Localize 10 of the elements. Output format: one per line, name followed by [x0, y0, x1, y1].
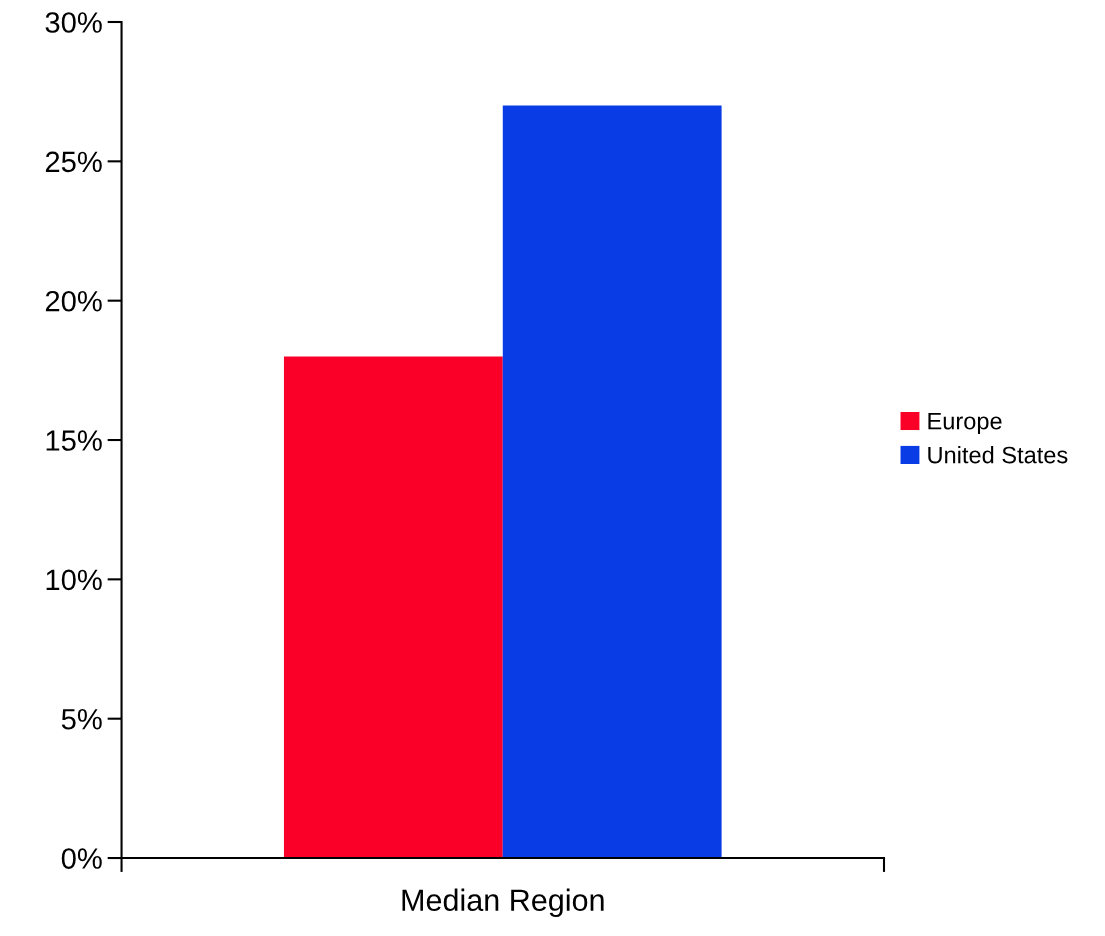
y-tick-label: 25% — [45, 151, 102, 173]
legend-label: United States — [928, 446, 1068, 464]
y-tick-label: 15% — [46, 430, 102, 451]
y-tick-label: 30% — [45, 12, 102, 33]
x-tick-label: Median Region — [402, 888, 604, 918]
y-tick-label: 0% — [61, 848, 102, 869]
y-tick-label: 20% — [45, 290, 102, 312]
legend-label: Europe — [928, 412, 1002, 435]
y-tick-label: 5% — [61, 709, 102, 730]
y-tick-label: 10% — [46, 569, 102, 591]
